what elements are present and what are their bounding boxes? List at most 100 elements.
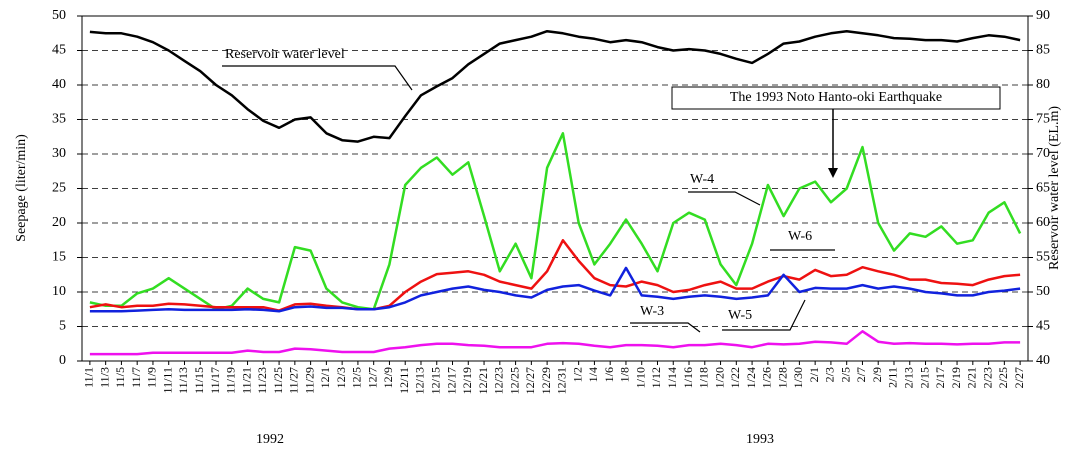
x-tick-label: 11/3	[97, 367, 111, 388]
x-tick-label: 12/31	[555, 367, 569, 394]
y2-tick-label: 80	[1036, 77, 1050, 92]
x-tick-label: 11/17	[208, 367, 222, 394]
y2-tick-label: 60	[1036, 215, 1050, 230]
x-tick-label: 1/16	[681, 367, 695, 388]
series-label: W-3	[640, 304, 664, 319]
x-tick-label: 2/11	[886, 367, 900, 388]
y-tick-label: 0	[59, 353, 66, 368]
x-tick-label: 12/25	[507, 367, 521, 394]
x-tick-label: 2/25	[996, 367, 1010, 388]
x-tick-label: 1/6	[602, 367, 616, 382]
x-tick-label: 11/15	[192, 367, 206, 394]
series-line	[89, 330, 1021, 356]
x-tick-label: 12/15	[429, 367, 443, 394]
y-tick-label: 45	[52, 43, 66, 58]
x-tick-label: 11/21	[239, 367, 253, 394]
x-tick-label: 2/23	[980, 367, 994, 388]
x-tick-label: 2/13	[902, 367, 916, 388]
y-tick-label: 20	[52, 215, 66, 230]
series-label: W-4	[690, 172, 714, 187]
x-tick-label: 11/9	[145, 367, 159, 388]
x-tick-label: 2/17	[933, 367, 947, 388]
x-tick-label: 1/18	[697, 367, 711, 388]
annotation-box	[671, 86, 1001, 110]
x-tick-label: 11/13	[176, 367, 190, 394]
x-tick-label: 12/29	[539, 367, 553, 394]
y-tick-label: 40	[52, 77, 66, 92]
x-tick-label: 2/15	[917, 367, 931, 388]
series-label: W-6	[788, 229, 812, 244]
callout-line	[630, 322, 701, 333]
x-tick-label: 11/1	[82, 367, 96, 388]
x-tick-label: 12/7	[365, 367, 379, 388]
y2-tick-label: 40	[1036, 353, 1050, 368]
x-tick-label: 11/25	[271, 367, 285, 394]
annotation: The 1993 Noto Hanto-oki Earthquake	[730, 90, 942, 105]
x-tick-label: 2/19	[949, 367, 963, 388]
x-tick-label: 12/21	[476, 367, 490, 394]
callout-line	[722, 299, 806, 331]
series-line	[89, 239, 1021, 312]
x-tick-label: 1/24	[744, 367, 758, 388]
x-tick-label: 2/7	[854, 367, 868, 382]
y2-tick-label: 75	[1036, 112, 1050, 127]
x-tick-label: 12/27	[523, 367, 537, 394]
series-line	[89, 132, 1022, 311]
annotation-arrowhead	[828, 168, 838, 178]
callout-line	[222, 65, 413, 91]
y2-tick-label: 50	[1036, 284, 1050, 299]
y2-tick-label: 70	[1036, 146, 1050, 161]
x-tick-label: 12/19	[460, 367, 474, 394]
y2-tick-label: 85	[1036, 43, 1050, 58]
y-tick-label: 30	[52, 146, 66, 161]
x-tick-label: 12/9	[381, 367, 395, 388]
y2-tick-label: 55	[1036, 250, 1050, 265]
x-tick-label: 2/3	[823, 367, 837, 382]
y2-tick-label: 90	[1036, 8, 1050, 23]
x-tick-label: 1/20	[712, 367, 726, 388]
x-tick-label: 1/4	[586, 367, 600, 382]
y-tick-label: 15	[52, 250, 66, 265]
x-tick-label: 1/2	[570, 367, 584, 382]
x-tick-label: 2/1	[807, 367, 821, 382]
x-tick-label: 12/13	[413, 367, 427, 394]
callout-line	[688, 191, 761, 206]
x-tick-label: 1/8	[618, 367, 632, 382]
y2-tick-label: 45	[1036, 319, 1050, 334]
x-tick-label: 11/23	[255, 367, 269, 394]
series-line	[89, 29, 1021, 143]
x-tick-label: 12/1	[318, 367, 332, 388]
x-tick-label: 1/12	[649, 367, 663, 388]
y-axis-title: Seepage (liter/min)	[14, 134, 29, 242]
x-tick-label: 11/27	[287, 367, 301, 394]
x-tick-label: 11/29	[302, 367, 316, 394]
x-tick-label: 12/11	[397, 367, 411, 394]
x-tick-label: 11/11	[160, 367, 174, 393]
x-tick-label: 1/14	[665, 367, 679, 388]
y-tick-label: 5	[59, 319, 66, 334]
y2-tick-label: 65	[1036, 181, 1050, 196]
x-tick-label: 2/9	[870, 367, 884, 382]
y-tick-label: 50	[52, 8, 66, 23]
x-tick-label: 1/26	[760, 367, 774, 388]
y2-axis-title: Reservoir water level (EL.m)	[1047, 106, 1062, 270]
x-tick-label: 11/7	[129, 367, 143, 388]
x-tick-label: 2/21	[965, 367, 979, 388]
x-tick-label: 1/10	[633, 367, 647, 388]
series-label: Reservoir water level	[225, 47, 345, 62]
y-tick-label: 10	[52, 284, 66, 299]
x-tick-label: 2/5	[838, 367, 852, 382]
x-tick-label: 12/5	[350, 367, 364, 388]
year-label: 1992	[256, 432, 284, 447]
y-tick-label: 25	[52, 181, 66, 196]
x-tick-label: 12/23	[492, 367, 506, 394]
x-tick-label: 11/19	[224, 367, 238, 394]
x-tick-label: 1/30	[791, 367, 805, 388]
series-line	[89, 266, 1021, 313]
x-tick-label: 11/5	[113, 367, 127, 388]
series-label: W-5	[728, 308, 752, 323]
x-tick-label: 12/3	[334, 367, 348, 388]
year-label: 1993	[746, 432, 774, 447]
x-tick-label: 1/22	[728, 367, 742, 388]
